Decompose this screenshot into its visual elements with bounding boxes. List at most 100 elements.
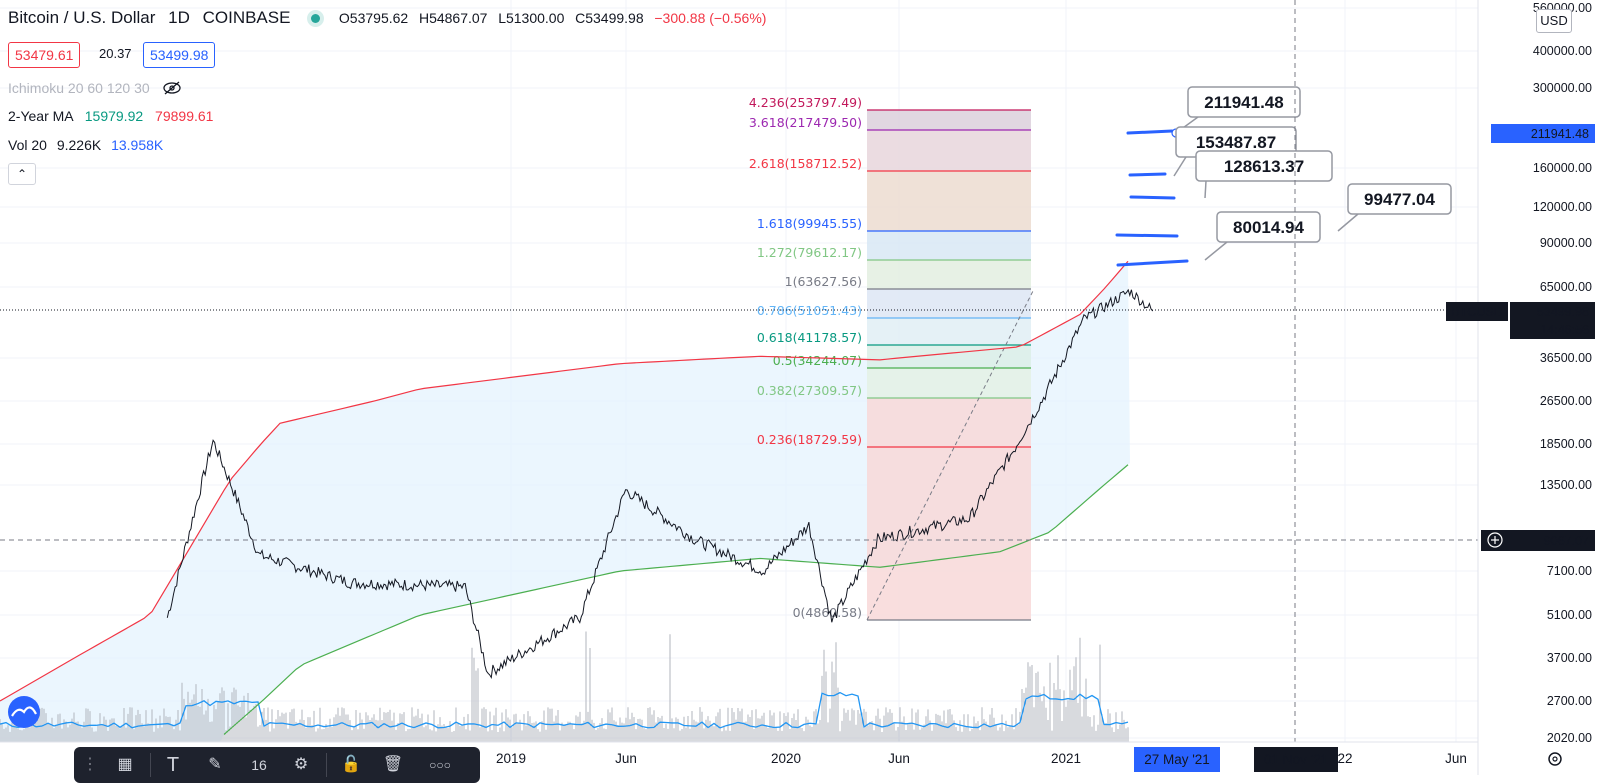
ma-high-value: 79899.61	[155, 108, 214, 124]
fib-band	[867, 289, 1031, 318]
font-size-value[interactable]: 16	[251, 757, 267, 773]
spread-value: 20.37	[99, 46, 132, 61]
time-tick-label: 2020	[771, 751, 801, 766]
fib-band	[867, 260, 1031, 289]
lock-icon[interactable]: 🔓	[341, 756, 361, 773]
callout-box[interactable]: 211941.48	[1175, 86, 1301, 134]
fib-band	[867, 398, 1031, 447]
fib-level-label: 0.5(34244.07)	[773, 353, 862, 368]
interval[interactable]: 1D	[168, 8, 190, 27]
vol-ma-value: 13.958K	[111, 137, 164, 153]
time-tick-label: Jun	[615, 751, 637, 766]
callout-frame	[1216, 211, 1321, 243]
fib-level-label: 0.618(41178.57)	[757, 330, 862, 345]
target-marker	[1126, 129, 1174, 135]
price-tick-label: 90000.00	[1540, 236, 1592, 250]
collapse-legend-button[interactable]: ⌃	[8, 163, 36, 185]
chart-settings-gear-icon[interactable]	[1548, 752, 1562, 766]
drag-handle-icon[interactable]: ⋮	[82, 756, 98, 773]
time-tick-label: 22	[1337, 751, 1352, 766]
fib-band	[867, 171, 1031, 231]
symbol-name[interactable]: Bitcoin / U.S. Dollar	[8, 8, 156, 27]
volume-legend[interactable]: Vol 20 9.226K 13.958K	[8, 137, 163, 153]
time-crosshair-tag-text: 01 Nov '21	[1264, 752, 1328, 767]
symbol-header[interactable]: Bitcoin / U.S. Dollar 1D COINBASE O53795…	[8, 8, 766, 28]
time-axis: 2019 Jun 2020 Jun 2021 22 Jun 27 May '21 01 Nov …	[0, 696, 1562, 772]
callout-text: 80014.94	[1233, 218, 1304, 237]
market-status-icon	[311, 13, 321, 23]
ichimoku-label: Ichimoku 20 60 120 30	[8, 80, 150, 96]
vol-label: Vol 20	[8, 137, 47, 153]
price-tick-label: 300000.00	[1533, 81, 1592, 95]
marker-price-tag	[1491, 124, 1595, 143]
fib-extension-tool[interactable]: 4.236(253797.49) 3.618(217479.50) 2.618(15…	[749, 95, 1035, 621]
callout-box[interactable]: 99477.04	[1337, 183, 1452, 232]
currency-selector[interactable]: USD	[1536, 9, 1572, 33]
callout-frame	[1347, 183, 1452, 215]
ma-band-area	[0, 261, 1130, 742]
settings-gear-icon[interactable]: ⚙	[293, 756, 309, 773]
text-tool-icon[interactable]: T	[166, 754, 180, 776]
price-tick-label: 2020.00	[1547, 731, 1592, 745]
crosshair-price-text: 9067.07	[1544, 534, 1589, 548]
toolbar-divider	[150, 753, 151, 777]
countdown-text: 14:46:56	[1540, 323, 1589, 337]
price-tick-label: 65000.00	[1540, 280, 1592, 294]
trash-icon[interactable]: 🗑	[382, 756, 404, 773]
gear-hub	[1552, 756, 1558, 762]
fib-level-label: 1.618(99945.55)	[757, 216, 862, 231]
fib-level-label: 0.382(27309.57)	[757, 383, 862, 398]
drawing-toolbar: ⋮ ▦ T ✎ 16 ⚙ 🔓 🗑 ○○○	[74, 747, 480, 783]
drawings[interactable]: 211941.48 153487.87 128613.37 99477.04 80014…	[0, 0, 1478, 742]
target-marker	[1116, 259, 1189, 267]
callout-box[interactable]: 80014.94	[1204, 211, 1321, 261]
chevron-up-icon: ⌃	[16, 167, 28, 181]
callout-text: 211941.48	[1204, 93, 1283, 112]
callout-box[interactable]: 153487.87	[1173, 126, 1297, 177]
callout-pointer	[1173, 156, 1187, 177]
ohlc-close: C53499.98	[575, 10, 644, 26]
template-icon[interactable]: ▦	[117, 756, 133, 773]
exchange: COINBASE	[202, 8, 291, 27]
buy-price-button[interactable]: 53499.98	[143, 42, 216, 68]
price-tick-label: 36500.00	[1540, 351, 1592, 365]
callout-text: 99477.04	[1364, 190, 1435, 209]
ohlc-change: −300.88 (−0.56%)	[654, 10, 767, 26]
sell-price-button[interactable]: 53479.61	[8, 42, 81, 68]
ichimoku-legend[interactable]: Ichimoku 20 60 120 30	[8, 80, 182, 96]
fib-band	[867, 318, 1031, 345]
callout-frame	[1187, 86, 1301, 118]
ma-label: 2-Year MA	[8, 108, 73, 124]
time-date-tag	[1134, 747, 1220, 772]
time-tick-label: Jun	[888, 751, 910, 766]
time-tick-label: Jun	[1445, 751, 1467, 766]
time-tick-label: 2019	[496, 751, 526, 766]
price-tick-label: 13500.00	[1540, 478, 1592, 492]
fill-color-icon[interactable]: ✎	[208, 756, 222, 773]
price-series	[166, 288, 1154, 679]
volume-histogram	[0, 631, 1129, 742]
fib-band	[867, 447, 1031, 620]
target-marker	[1128, 172, 1167, 177]
hidden-eye-icon[interactable]	[162, 81, 182, 95]
volume-ma-line	[0, 691, 1129, 729]
ma-low-value: 15979.92	[84, 108, 144, 124]
vol-value: 9.226K	[56, 137, 102, 153]
callout-text: 128613.37	[1224, 157, 1304, 176]
toolbar-divider	[326, 753, 327, 777]
price-tick-label: 160000.00	[1533, 161, 1592, 175]
fib-level-label: 1(63627.56)	[785, 274, 862, 289]
fib-level-label: 4.236(253797.49)	[749, 95, 862, 110]
last-price-text: 53499.98	[1537, 305, 1589, 319]
time-date-tag-text: 27 May '21	[1144, 752, 1210, 767]
more-options-icon[interactable]: ○○○	[429, 758, 451, 772]
tradingview-logo-icon	[8, 696, 40, 728]
callout-box[interactable]: 128613.37	[1195, 150, 1333, 199]
callout-frame	[1195, 150, 1333, 182]
two-year-ma-lines	[0, 260, 1129, 735]
ma-legend[interactable]: 2-Year MA 15979.92 79899.61	[8, 108, 213, 124]
plus-circle-icon[interactable]	[1487, 532, 1503, 548]
price-tick-label: 400000.00	[1533, 44, 1592, 58]
price-line	[166, 288, 1154, 679]
